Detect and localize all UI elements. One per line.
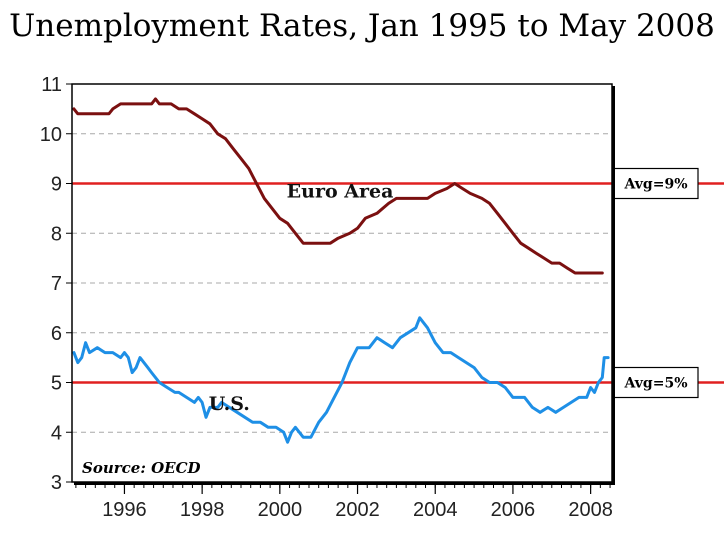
avg-label-1: Avg=5% [624, 376, 688, 392]
x-tick-label-2008: 2008 [568, 499, 613, 521]
x-tick-label-1998: 1998 [180, 499, 225, 521]
avg-label-box-1 [613, 366, 699, 399]
labels: Euro Area U.S. Source: OECD [82, 180, 393, 477]
y-tick-label-5: 5 [51, 373, 62, 395]
x-tick-label-2006: 2006 [491, 499, 536, 521]
source-prefix: Source [82, 459, 140, 477]
x-tick-label-1996: 1996 [102, 499, 147, 521]
series-line-us [72, 316, 610, 444]
x-tick-label-2000: 2000 [258, 499, 303, 521]
plot-frame [71, 83, 615, 485]
x-tick-label-2004: 2004 [413, 499, 458, 521]
series-lines [72, 97, 610, 444]
chart-title: Unemployment Rates, Jan 1995 to May 2008 [9, 8, 715, 44]
y-tick-label-8: 8 [51, 223, 62, 245]
series-label-euro-area: Euro Area [287, 180, 394, 202]
y-tick-label-3: 3 [51, 472, 62, 494]
y-tick-label-9: 9 [51, 174, 62, 196]
grid-lines [72, 133, 612, 433]
y-tick-label-7: 7 [51, 273, 62, 295]
x-tick-label-2002: 2002 [335, 499, 380, 521]
avg-label-0: Avg=9% [624, 177, 688, 193]
source-note: Source: OECD [82, 459, 201, 477]
y-tick-label-4: 4 [51, 422, 62, 444]
axes: 3 4 5 6 7 8 9 10 11 1996 1998 2000 2002 2004 2006 2008 [40, 74, 613, 521]
avg-label-box-0 [613, 167, 699, 200]
y-tick-label-6: 6 [51, 323, 62, 345]
series-line-euro-area [72, 97, 604, 275]
source-name: : OECD [140, 459, 200, 477]
reference-lines: Avg=9% Avg=5% [72, 167, 724, 399]
y-tick-label-10: 10 [40, 124, 62, 146]
y-tick-label-11: 11 [41, 74, 62, 96]
series-label-us: U.S. [209, 393, 250, 415]
